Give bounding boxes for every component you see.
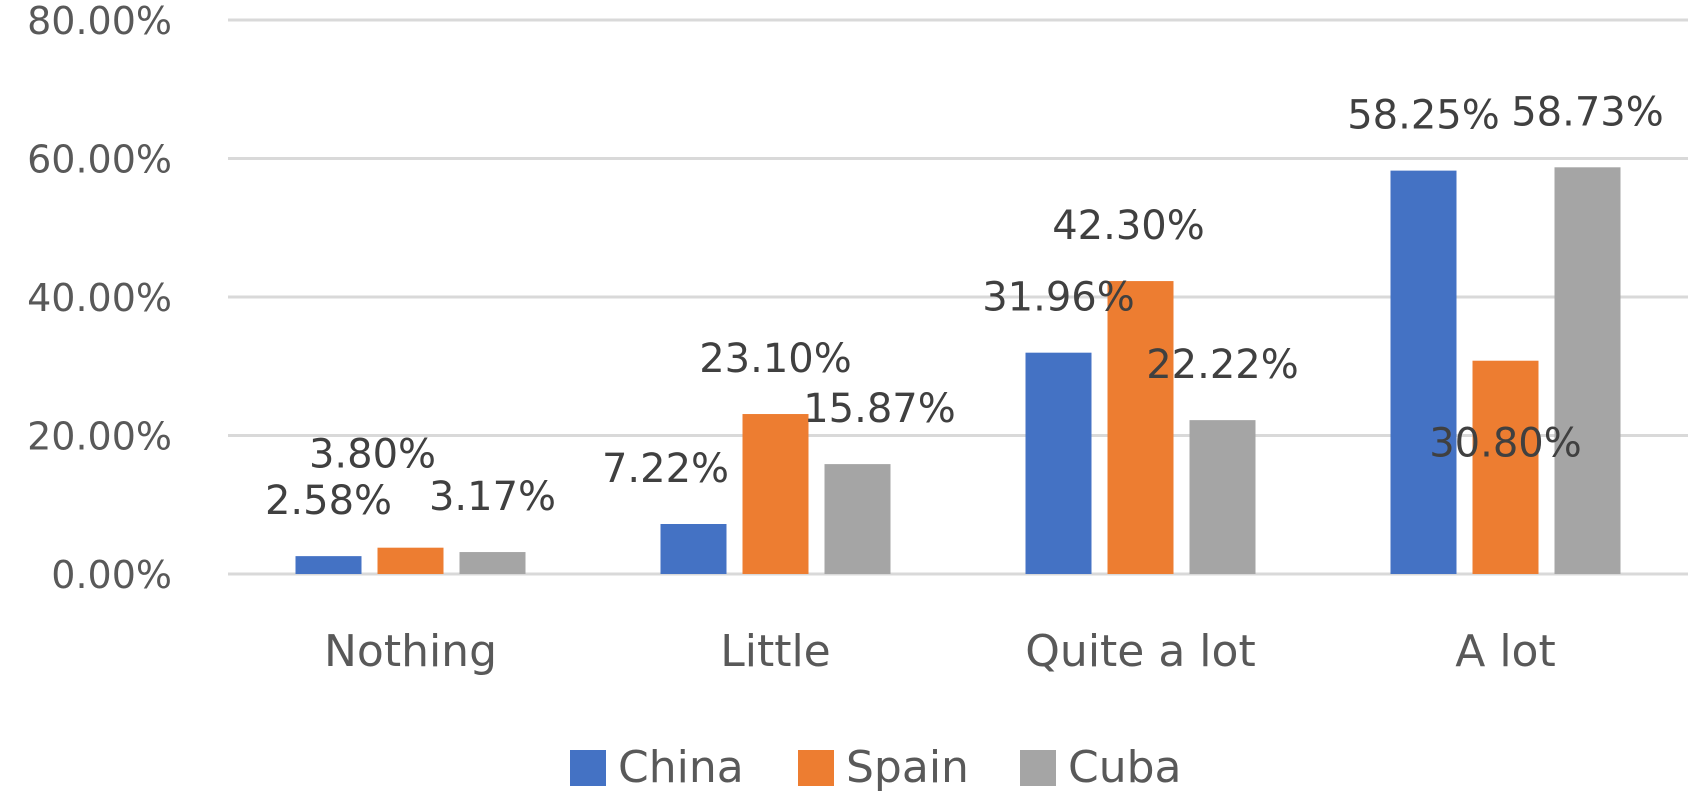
legend: China Spain Cuba	[570, 742, 1182, 793]
legend-swatch-spain	[798, 750, 834, 786]
y-axis-ticks: 0.00% 20.00% 40.00% 60.00% 80.00%	[27, 0, 172, 597]
data-label-spain-3: 30.80%	[1429, 421, 1582, 467]
bar-spain-1	[742, 414, 809, 574]
data-label-cuba-3: 58.73%	[1511, 89, 1664, 135]
x-category-label: A lot	[1455, 626, 1555, 677]
data-label-cuba-1: 15.87%	[803, 386, 956, 432]
legend-label-china: China	[618, 742, 744, 793]
data-label-cuba-2: 22.22%	[1146, 342, 1299, 388]
x-category-label: Little	[720, 626, 831, 677]
bar-spain-2	[1107, 281, 1174, 574]
legend-swatch-cuba	[1020, 750, 1056, 786]
y-tick-label: 20.00%	[27, 415, 172, 459]
bar-spain-0	[377, 547, 444, 574]
bar-china-2	[1025, 352, 1092, 574]
data-label-china-1: 7.22%	[602, 446, 729, 492]
x-category-label: Nothing	[324, 626, 497, 677]
x-axis-categories: Nothing Little Quite a lot A lot	[324, 626, 1556, 677]
bar-china-1	[660, 524, 727, 574]
legend-swatch-china	[570, 750, 606, 786]
x-category-label: Quite a lot	[1025, 626, 1255, 677]
data-label-cuba-0: 3.17%	[429, 474, 556, 520]
data-labels: 2.58%3.80%3.17% 7.22% 23.10%15.87% 31.96% 42…	[265, 89, 1664, 524]
y-tick-label: 0.00%	[51, 553, 172, 597]
data-label-china-0: 2.58%	[265, 478, 392, 524]
bar-cuba-1	[824, 464, 891, 574]
bar-spain-3	[1472, 360, 1539, 574]
legend-label-cuba: Cuba	[1068, 742, 1182, 793]
bar-cuba-2	[1189, 420, 1256, 574]
bar-china-3	[1390, 170, 1457, 574]
y-tick-label: 60.00%	[27, 138, 172, 182]
legend-label-spain: Spain	[846, 742, 969, 793]
data-label-china-3: 58.25%	[1347, 93, 1500, 139]
data-label-spain-0: 3.80%	[309, 432, 436, 478]
bars	[295, 167, 1621, 575]
bar-cuba-0	[459, 552, 526, 574]
bar-cuba-3	[1554, 167, 1621, 575]
data-label-china-2: 31.96%	[982, 275, 1135, 321]
y-tick-label: 40.00%	[27, 276, 172, 320]
data-label-spain-1: 23.10%	[699, 336, 852, 382]
bar-china-0	[295, 556, 362, 574]
y-tick-label: 80.00%	[27, 0, 172, 43]
data-label-spain-2: 42.30%	[1052, 203, 1205, 249]
